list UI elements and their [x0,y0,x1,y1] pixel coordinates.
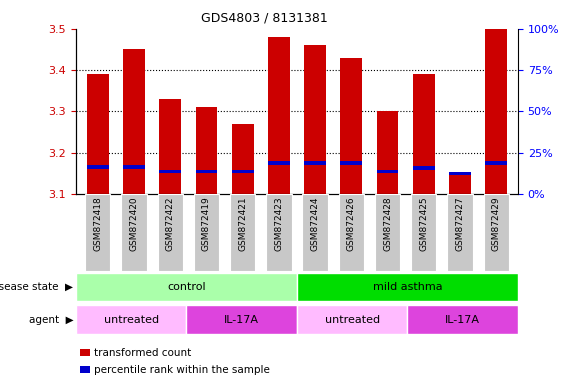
Bar [123,50,145,194]
Bar [87,74,109,194]
Bar [186,305,297,334]
Bar [232,170,253,173]
Bar [449,173,471,194]
Bar [413,166,435,170]
Bar [266,194,292,271]
Bar [297,273,518,301]
Bar [159,170,181,173]
Bar [304,161,326,165]
Bar [341,161,362,165]
Bar [76,305,186,334]
Bar [194,194,219,271]
Bar [449,172,471,175]
Bar [81,349,90,356]
Bar [76,273,297,301]
Bar [268,37,290,194]
Text: GSM872425: GSM872425 [419,196,428,251]
Bar [195,170,217,173]
Bar [377,111,399,194]
Bar [485,29,507,194]
Text: GDS4803 / 8131381: GDS4803 / 8131381 [201,12,328,25]
Bar [232,124,253,194]
Bar [81,366,90,373]
Text: untreated: untreated [104,314,159,325]
Bar [87,166,109,169]
Text: GSM872420: GSM872420 [129,196,138,251]
Bar [195,107,217,194]
Text: agent  ▶: agent ▶ [29,314,73,325]
Bar [341,58,362,194]
Bar [484,194,509,271]
Text: percentile rank within the sample: percentile rank within the sample [93,365,270,375]
Bar [123,166,145,169]
Bar [375,194,400,271]
Bar [230,194,256,271]
Bar [408,305,518,334]
Bar [302,194,328,271]
Bar [411,194,436,271]
Bar [268,161,290,165]
Bar [159,99,181,194]
Text: untreated: untreated [325,314,380,325]
Bar [413,74,435,194]
Text: disease state  ▶: disease state ▶ [0,282,73,292]
Text: GSM872419: GSM872419 [202,196,211,251]
Text: GSM872424: GSM872424 [311,196,320,251]
Bar [304,45,326,194]
Text: GSM872427: GSM872427 [455,196,464,251]
Bar [158,194,183,271]
Bar [121,194,146,271]
Text: mild asthma: mild asthma [373,282,443,292]
Bar [297,305,408,334]
Text: GSM872418: GSM872418 [93,196,102,251]
Text: GSM872428: GSM872428 [383,196,392,251]
Text: GSM872429: GSM872429 [491,196,501,251]
Text: control: control [167,282,206,292]
Text: transformed count: transformed count [93,348,191,358]
Text: GSM872421: GSM872421 [238,196,247,251]
Text: GSM872423: GSM872423 [274,196,283,251]
Bar [377,170,399,173]
Bar [485,161,507,165]
Bar [448,194,473,271]
Text: IL-17A: IL-17A [445,314,480,325]
Bar [338,194,364,271]
Text: IL-17A: IL-17A [224,314,259,325]
Bar [85,194,110,271]
Text: GSM872422: GSM872422 [166,196,175,251]
Text: GSM872426: GSM872426 [347,196,356,251]
